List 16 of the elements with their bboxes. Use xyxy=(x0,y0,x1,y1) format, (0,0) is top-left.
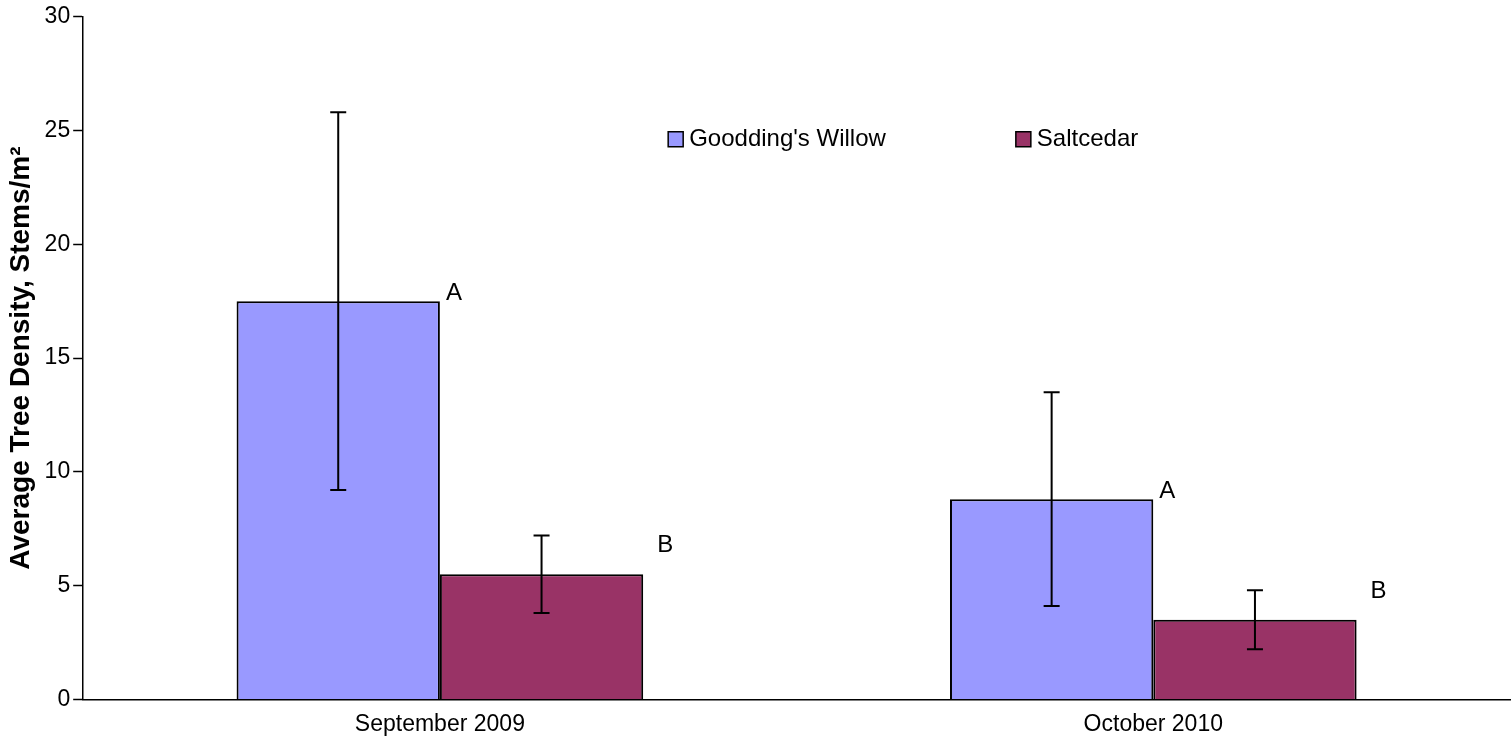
annotation: A xyxy=(1159,475,1176,503)
y-axis-title: Average Tree Density, Stems/m² xyxy=(3,146,35,570)
x-tick-label: October 2010 xyxy=(1083,709,1223,736)
y-tick-label: 0 xyxy=(57,684,71,711)
y-tick-label: 15 xyxy=(44,343,71,370)
y-tick-label: 25 xyxy=(44,115,71,142)
y-tick-label: 10 xyxy=(44,457,71,484)
annotation: B xyxy=(657,530,674,558)
y-tick-label: 20 xyxy=(44,229,71,256)
y-tick-label: 5 xyxy=(57,570,71,597)
x-tick-label: September 2009 xyxy=(354,709,525,736)
legend-label: Saltcedar xyxy=(1036,124,1139,152)
annotation: B xyxy=(1370,575,1387,603)
y-tick-label: 30 xyxy=(44,2,71,29)
legend-label: Goodding's Willow xyxy=(689,124,887,152)
annotation: A xyxy=(445,277,462,305)
